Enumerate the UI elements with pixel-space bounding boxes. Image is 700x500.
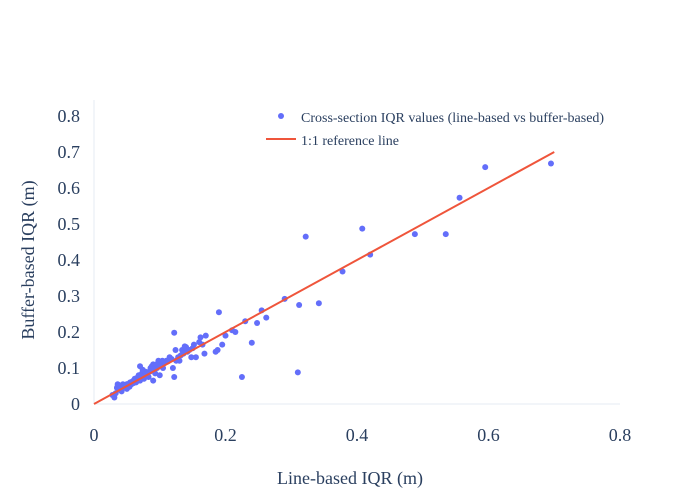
y-tick-label: 0.7	[58, 142, 81, 162]
data-point	[166, 354, 173, 361]
data-point	[171, 329, 178, 336]
y-tick-label: 0	[71, 394, 80, 414]
data-point	[202, 332, 209, 339]
data-point	[201, 350, 208, 357]
x-tick-label: 0.4	[346, 425, 369, 445]
y-tick-label: 0.6	[58, 178, 81, 198]
data-point	[442, 231, 449, 238]
legend-marker-scatter	[278, 113, 284, 119]
data-point	[176, 357, 183, 364]
data-point	[188, 354, 195, 361]
legend-label-line: 1:1 reference line	[301, 134, 399, 149]
x-axis-title: Line-based IQR (m)	[277, 468, 423, 489]
data-point	[215, 309, 222, 316]
data-point	[339, 268, 346, 275]
data-point	[411, 231, 418, 238]
data-point	[214, 347, 221, 353]
x-tick-label: 0	[90, 425, 99, 445]
data-point	[248, 339, 255, 346]
data-point	[547, 160, 554, 167]
reference-line	[93, 151, 555, 405]
data-point	[156, 372, 163, 379]
legend-label-scatter: Cross-section IQR values (line-based vs …	[301, 111, 604, 126]
data-point	[359, 225, 366, 232]
data-point	[315, 300, 322, 307]
data-point	[222, 332, 229, 339]
data-point	[482, 164, 489, 171]
data-point	[171, 374, 178, 380]
y-tick-label: 0.4	[58, 250, 81, 270]
axes: 0 0.2 0.4 0.6 0.8 0 0.1 0.2 0.3 0.4 0.5 0.6 0.7 0.8	[58, 100, 632, 445]
x-tick-label: 0.8	[609, 425, 632, 445]
data-point	[238, 374, 245, 380]
data-point	[150, 377, 157, 384]
y-tick-label: 0.5	[58, 214, 81, 234]
x-tick-label: 0.6	[477, 425, 500, 445]
y-tick-label: 0.2	[58, 322, 81, 342]
data-point	[254, 320, 261, 326]
y-axis-title: Buffer-based IQR (m)	[18, 180, 39, 339]
data-point	[169, 365, 176, 371]
data-point	[294, 369, 301, 376]
y-tick-label: 0.1	[58, 358, 81, 378]
data-point	[456, 194, 463, 201]
data-point	[137, 372, 144, 379]
y-tick-label: 0.8	[58, 106, 81, 126]
plot-area	[93, 151, 555, 405]
data-point	[296, 302, 303, 308]
data-point	[190, 341, 197, 348]
x-tick-label: 0.2	[214, 425, 237, 445]
data-point	[219, 341, 226, 348]
legend: Cross-section IQR values (line-based vs …	[266, 111, 604, 149]
data-point	[114, 384, 121, 391]
data-point	[232, 329, 239, 335]
data-point	[263, 314, 270, 321]
data-point	[172, 347, 179, 353]
y-tick-label: 0.3	[58, 286, 81, 306]
data-point	[197, 334, 204, 341]
data-point	[302, 233, 309, 240]
data-point	[192, 354, 199, 361]
